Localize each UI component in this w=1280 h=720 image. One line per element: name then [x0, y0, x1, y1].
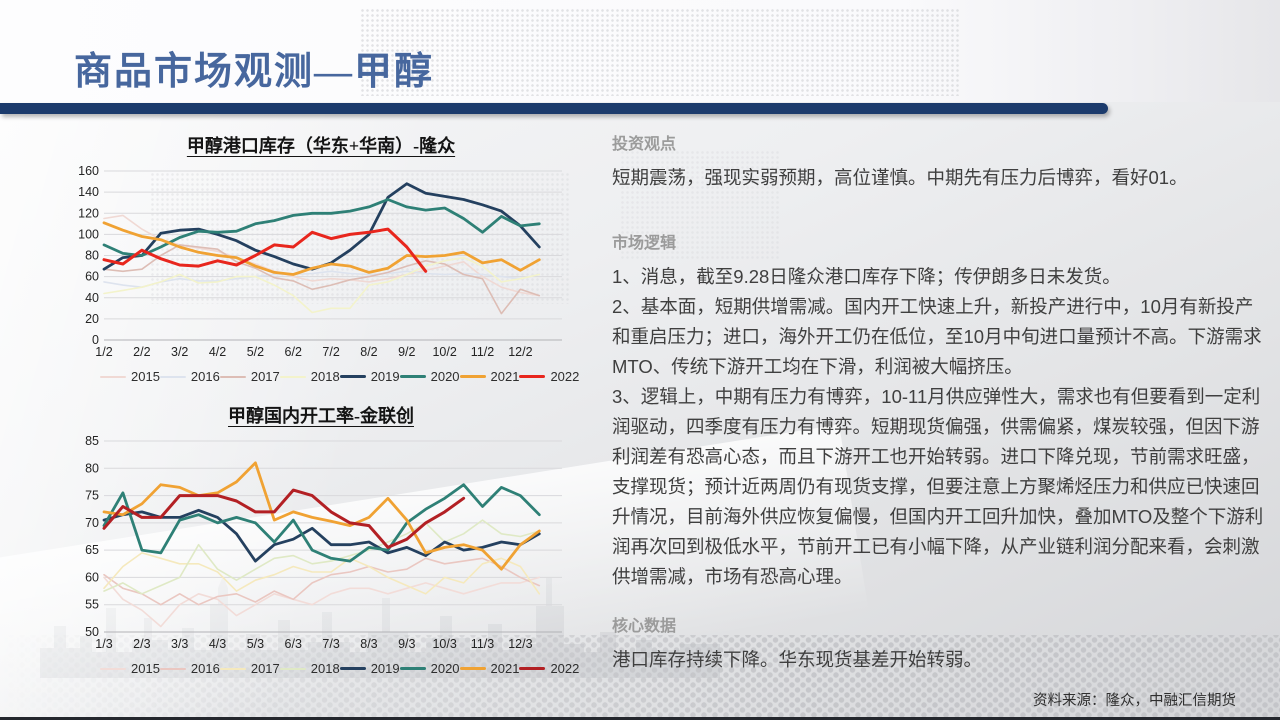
svg-text:5/3: 5/3	[247, 637, 264, 651]
legend-swatch	[219, 667, 246, 670]
svg-text:8/2: 8/2	[360, 345, 377, 359]
legend-item-2022: 2022	[519, 661, 579, 676]
legend-swatch	[519, 375, 546, 378]
svg-text:85: 85	[85, 434, 99, 448]
svg-text:10/2: 10/2	[432, 345, 456, 359]
section-heading: 核心数据	[612, 618, 677, 635]
svg-text:160: 160	[78, 164, 99, 178]
section-core-data: 核心数据 港口库存持续下降。华东现货基差开始转弱。	[612, 612, 1270, 675]
svg-text:65: 65	[85, 543, 99, 557]
legend-swatch	[519, 667, 546, 670]
chart-title: 甲醇港口库存（华东+华南）-隆众	[186, 136, 456, 156]
svg-text:1/3: 1/3	[95, 637, 112, 651]
legend-item-2015: 2015	[100, 661, 160, 676]
svg-text:6/3: 6/3	[285, 637, 302, 651]
legend-swatch	[339, 667, 366, 670]
legend-item-2017: 2017	[219, 369, 280, 384]
legend-item-2021: 2021	[459, 369, 519, 384]
svg-text:120: 120	[78, 206, 99, 220]
section-heading: 投资观点	[612, 136, 677, 153]
svg-text:80: 80	[85, 461, 99, 475]
svg-text:20: 20	[85, 312, 99, 326]
port-inventory-plot: 0 20 40 60 80 100 120 140 160 1/2 2/2 3/2 4/2 5/2 6/2 7…	[70, 164, 572, 367]
header-accent-bar	[0, 103, 1108, 114]
chart-legend: 2015 2016 2017 2018 2019 2020 2021 2022	[70, 659, 579, 676]
legend-item-2016: 2016	[159, 661, 220, 676]
legend-swatch	[399, 375, 426, 378]
svg-text:5/2: 5/2	[247, 345, 264, 359]
legend-swatch	[279, 375, 306, 378]
core-data-body: 港口库存持续下降。华东现货基差开始转弱。	[612, 649, 983, 670]
svg-text:4/3: 4/3	[209, 637, 226, 651]
legend-item-2017: 2017	[219, 661, 280, 676]
svg-text:40: 40	[85, 291, 99, 305]
bottom-edge-line	[0, 717, 1280, 720]
legend-swatch	[459, 375, 486, 378]
legend-item-2019: 2019	[339, 369, 400, 384]
svg-text:2/2: 2/2	[133, 345, 150, 359]
investment-body: 短期震荡，强现实弱预期，高位谨慎。中期先有压力后博弈，看好01。	[612, 167, 1188, 188]
charts-column: 甲醇港口库存（华东+华南）-隆众 0 20 40 60 80 100 120 140 160 1/…	[70, 128, 579, 694]
legend-item-2020: 2020	[399, 661, 460, 676]
svg-text:7/3: 7/3	[322, 637, 339, 651]
svg-text:80: 80	[85, 249, 99, 263]
svg-text:100: 100	[78, 227, 99, 241]
chart-title: 甲醇国内开工率-金联创	[228, 406, 414, 426]
legend-swatch	[100, 375, 126, 378]
svg-text:8/3: 8/3	[360, 637, 377, 651]
svg-text:7/2: 7/2	[322, 345, 339, 359]
svg-text:12/3: 12/3	[508, 637, 532, 651]
legend-item-2022: 2022	[519, 369, 579, 384]
legend-swatch	[399, 667, 426, 670]
legend-swatch	[219, 375, 246, 378]
svg-text:10/3: 10/3	[432, 637, 456, 651]
svg-text:12/2: 12/2	[508, 345, 532, 359]
operating-rate-plot: 50 55 60 65 70 75 80 85 1/3 2/3 3/3 4/3 5/3 6/3 7/3 8/3…	[70, 434, 572, 659]
logic-paragraph: 1、消息，截至9.28日隆众港口库存下降；传伊朗多日未发货。	[612, 266, 1121, 287]
svg-text:6/2: 6/2	[285, 345, 302, 359]
svg-text:3/3: 3/3	[171, 637, 188, 651]
legend-item-2018: 2018	[279, 369, 340, 384]
svg-text:11/3: 11/3	[471, 637, 494, 651]
legend-swatch	[279, 667, 306, 670]
svg-text:140: 140	[78, 185, 99, 199]
svg-text:50: 50	[85, 625, 99, 639]
legend-item-2021: 2021	[459, 661, 519, 676]
svg-text:55: 55	[85, 598, 99, 612]
section-logic: 市场逻辑 1、消息，截至9.28日隆众港口库存下降；传伊朗多日未发货。 2、基本…	[612, 229, 1270, 592]
page-title: 商品市场观测—甲醇	[74, 51, 435, 93]
chart-legend: 2015 2016 2017 2018 2019 2020 2021 2022	[70, 367, 579, 384]
legend-item-2018: 2018	[279, 661, 340, 676]
svg-text:0: 0	[92, 333, 99, 347]
svg-text:2/3: 2/3	[133, 637, 150, 651]
legend-item-2019: 2019	[339, 661, 400, 676]
legend-item-2015: 2015	[100, 369, 160, 384]
svg-text:60: 60	[85, 270, 99, 284]
source-note: 资料来源：隆众，中融汇信期货	[1033, 693, 1236, 709]
logic-paragraph: 3、逻辑上，中期有压力有博弈，10-11月供应弹性大，需求也有但要看到一定利润驱…	[612, 386, 1264, 587]
legend-swatch	[100, 667, 126, 670]
legend-item-2016: 2016	[159, 369, 220, 384]
svg-text:1/2: 1/2	[95, 345, 112, 359]
logic-paragraph: 2、基本面，短期供增需减。国内开工快速上升，新投产进行中，10月有新投产和重启压…	[612, 296, 1262, 377]
legend-swatch	[159, 375, 186, 378]
legend-swatch	[159, 667, 186, 670]
operating-rate-chart: 甲醇国内开工率-金联创 50 55 60 65 70 75 80 85 1/3 2/3 3/3 4/3…	[70, 402, 579, 676]
svg-text:60: 60	[85, 570, 99, 584]
section-heading: 市场逻辑	[612, 235, 677, 252]
section-investment: 投资观点 短期震荡，强现实弱预期，高位谨慎。中期先有压力后博弈，看好01。	[612, 130, 1270, 193]
svg-text:11/2: 11/2	[471, 345, 494, 359]
svg-text:9/3: 9/3	[398, 637, 415, 651]
svg-text:75: 75	[85, 489, 99, 503]
svg-text:4/2: 4/2	[209, 345, 226, 359]
port-inventory-chart: 甲醇港口库存（华东+华南）-隆众 0 20 40 60 80 100 120 140 160 1/…	[70, 132, 579, 384]
svg-text:3/2: 3/2	[171, 345, 188, 359]
analysis-column: 投资观点 短期震荡，强现实弱预期，高位谨慎。中期先有压力后博弈，看好01。 市场…	[612, 130, 1270, 675]
legend-swatch	[339, 375, 366, 378]
legend-item-2020: 2020	[399, 369, 460, 384]
legend-swatch	[459, 667, 486, 670]
svg-text:9/2: 9/2	[398, 345, 415, 359]
svg-text:70: 70	[85, 516, 99, 530]
